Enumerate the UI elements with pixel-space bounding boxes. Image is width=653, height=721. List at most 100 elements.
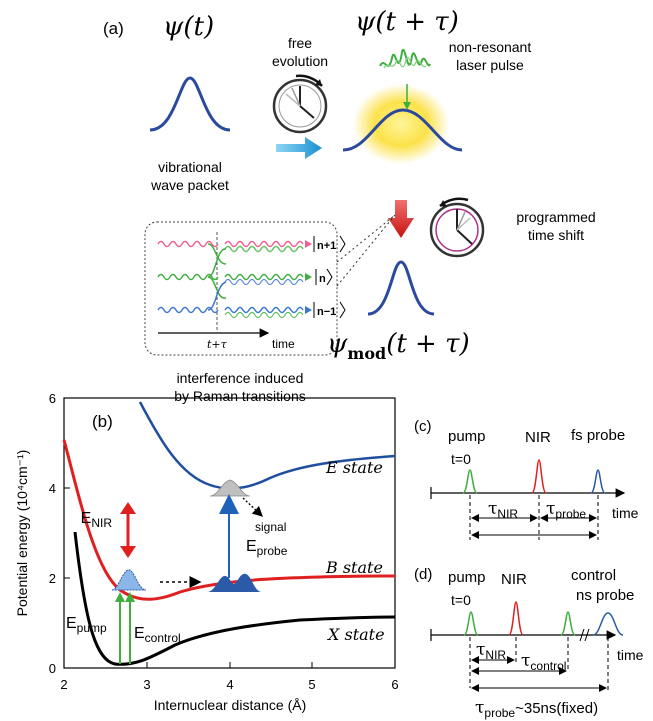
- inset-pointer-bottom: [336, 214, 396, 287]
- transition-n-cross: [207, 248, 227, 278]
- probe-pulse-c: [590, 469, 606, 494]
- pump-label-d: pump: [448, 569, 486, 586]
- tau-probe-value-d: ~35ns(fixed): [515, 700, 598, 717]
- e-control-sub: control: [145, 631, 181, 645]
- e-state-label: E state: [325, 458, 383, 477]
- inset-frame: [144, 221, 338, 356]
- transition-n-minus-1: [207, 281, 227, 311]
- tau-nir-label-d: τNIR: [476, 640, 506, 662]
- vibrational-line1: vibrational: [158, 159, 222, 175]
- nir-pulse-d: [508, 601, 524, 636]
- e-pump-sub: pump: [77, 621, 107, 635]
- time-label-d: time: [617, 647, 644, 663]
- x-tick-5: 5: [308, 677, 315, 692]
- panel-b-label: (b): [92, 412, 113, 431]
- evolved-wave-packet: [342, 108, 463, 152]
- e-nir-sub: NIR: [91, 516, 112, 530]
- psi-mod-argument: (t + τ): [386, 329, 469, 359]
- level-n-after: [224, 273, 304, 281]
- free-evolution-line1: free: [288, 35, 312, 51]
- b-state-curve: [62, 439, 396, 601]
- tau-probe-sub-d: probe: [484, 706, 515, 720]
- break-mark-1: [579, 628, 585, 642]
- ket-n-minus-1-text: n−1: [317, 306, 336, 318]
- laser-pulse-line2: laser pulse: [456, 57, 524, 73]
- e-nir-label: ENIR: [81, 510, 113, 530]
- tau-control-label-d: τcontrol: [521, 651, 566, 673]
- tau-control-sub-d: control: [530, 659, 566, 673]
- t0-label-c: t=0: [451, 451, 471, 467]
- ket-n-text: n: [319, 273, 326, 285]
- panel-a-label: (a): [103, 19, 124, 38]
- modified-wave-packet: [367, 260, 435, 316]
- tau-nir-label-c: τNIR: [488, 499, 518, 521]
- interference-line2: by Raman transitions: [174, 388, 306, 404]
- b-wave-packet: [111, 569, 147, 591]
- e-pump-symbol: E: [66, 615, 77, 632]
- level-n-plus-1-after: [224, 240, 304, 248]
- ns-probe-pulse-d: [592, 612, 624, 636]
- nir-label-c: NIR: [525, 429, 551, 446]
- panel-a: (a) ψ(t) ψ(t + τ) free evolution non-res…: [103, 7, 596, 404]
- arrowhead-n-plus-1: [305, 240, 312, 248]
- tau-probe-label-d: τprobe~35ns(fixed): [475, 698, 598, 720]
- x-tick-3: 3: [143, 677, 150, 692]
- tau-control-symbol-d: τ: [521, 651, 530, 671]
- arrowhead-n: [305, 273, 312, 281]
- y-tick-4: 4: [49, 481, 56, 496]
- panel-c: (c) pump t=0 NIR fs probe time τNIR τpro…: [414, 418, 639, 540]
- psi-mod-subscript: mod: [347, 344, 386, 363]
- panel-d: (d) pump t=0 NIR control ns probe time τ…: [414, 566, 644, 720]
- tau-nir-sub-d: NIR: [485, 648, 506, 662]
- pump-arrowhead: [115, 592, 125, 602]
- ket-n: n: [315, 268, 333, 286]
- x-tick-labels: 2 3 4 5 6: [60, 677, 398, 692]
- plot-ticks: [63, 397, 396, 669]
- panel-d-label: (d): [414, 566, 432, 583]
- programmed-line2: time shift: [528, 227, 584, 243]
- b-state-label: B state: [325, 558, 383, 577]
- e-nir-symbol: E: [81, 510, 92, 527]
- transition-n-down: [207, 276, 227, 299]
- vibrational-line2: wave packet: [150, 177, 229, 193]
- x-axis-label: Internuclear distance (Å): [154, 697, 307, 713]
- free-evolution-line2: evolution: [272, 53, 328, 69]
- t0-label-d: t=0: [451, 592, 471, 608]
- tau-probe-sub-c: probe: [555, 507, 586, 521]
- tau-probe-label-c: τprobe: [546, 499, 586, 521]
- control-pulse-d: [560, 611, 576, 636]
- level-n-minus-1-after: [224, 306, 304, 314]
- pump-pulse-d: [463, 611, 479, 636]
- laser-pulse-icon: [379, 48, 431, 110]
- tau-nir-sub-c: NIR: [497, 507, 518, 521]
- tau-probe-symbol-d: τ: [475, 698, 484, 718]
- ket-n-minus-1: n−1: [313, 301, 346, 319]
- ns-probe-label: ns probe: [576, 587, 634, 604]
- reverse-clock-icon: [429, 197, 485, 258]
- x-state-curve: [73, 531, 396, 666]
- x-tick-6: 6: [391, 677, 398, 692]
- level-n-plus-1-before: [157, 240, 219, 248]
- inset-time-label: time: [272, 337, 295, 351]
- e-probe-label: Eprobe: [246, 538, 288, 558]
- ket-n-plus-1-text: n+1: [317, 240, 336, 252]
- level-n-before: [157, 273, 219, 281]
- fs-probe-label: fs probe: [571, 427, 625, 444]
- e-state-curve: [138, 401, 396, 490]
- e-probe-sub: probe: [257, 544, 288, 558]
- y-tick-0: 0: [49, 661, 56, 676]
- e-state-label-text: E state: [325, 458, 383, 477]
- psi-mod-label: ψmod(t + τ): [327, 329, 470, 363]
- signal-label: signal: [255, 520, 286, 534]
- psi-t-label: ψ(t): [163, 12, 214, 42]
- y-axis-label-unit: (10⁴cm⁻¹): [14, 450, 30, 512]
- ket-n-plus-1: n+1: [313, 235, 346, 253]
- psi-t-tau-label: ψ(t + τ): [355, 7, 459, 37]
- pump-pulse-c: [462, 469, 478, 494]
- y-axis-label: Potential energy (10⁴cm⁻¹): [14, 450, 30, 617]
- y-tick-6: 6: [49, 391, 56, 406]
- y-tick-labels: 0 2 4 6: [49, 391, 56, 676]
- tau-probe-symbol-c: τ: [546, 499, 555, 519]
- inset-pointer-top: [336, 214, 396, 263]
- x-tick-2: 2: [60, 677, 67, 692]
